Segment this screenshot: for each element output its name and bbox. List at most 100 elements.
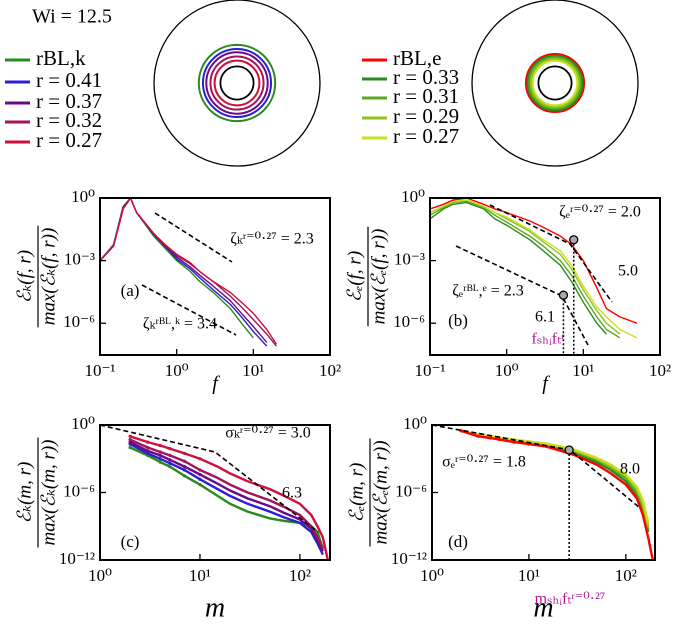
series-line: [430, 199, 638, 339]
inner-boundary: [219, 65, 255, 101]
legend-label: r = 0.27: [393, 124, 459, 148]
x-tick-label: 10⁻¹: [84, 361, 115, 380]
y-tick-label: 10⁻³: [64, 250, 95, 269]
outer-boundary: [153, 0, 321, 167]
slope-guide: [455, 245, 589, 346]
plot-frame: [429, 197, 661, 356]
series-line: [430, 199, 621, 335]
x-axis-label: f: [212, 373, 220, 395]
slope-guide: [141, 284, 237, 336]
series-line: [100, 198, 277, 345]
annotation: mₛₕᵢfₜʳ⁼⁰·²⁷: [535, 591, 606, 608]
panel-label: (c): [121, 532, 140, 551]
y-tick-label: 10⁻⁶: [393, 312, 425, 331]
plot-area: [100, 198, 277, 347]
annotation: fₛₕᵢfₜʳ: [531, 331, 565, 348]
ring: [205, 51, 269, 115]
plot-area: [128, 434, 329, 560]
y-axis-label: ℰₑ(f, r) max(ℰₑ(f, r)): [344, 226, 389, 327]
ring: [213, 59, 261, 107]
annotation: σₑʳ⁼⁰·²⁷ = 1.8: [442, 454, 526, 471]
annotation: ζₑʳᴮᴸ,ᵉ = 2.3: [452, 283, 523, 300]
x-axis-label: m: [533, 592, 553, 623]
chart-title: Wi = 12.5: [32, 6, 112, 28]
x-tick-label: 10²: [615, 566, 637, 585]
y-axis-label: ℰₖ(f, r) max(ℰₖ(f, r)): [14, 225, 59, 328]
x-tick-label: 10⁰: [88, 566, 112, 585]
y-tick-label: 10⁻³: [394, 250, 425, 269]
plot-frame: [99, 197, 331, 356]
y-tick-label: 10⁰: [71, 187, 95, 206]
annotation: 5.0: [618, 263, 638, 280]
x-tick-label: 10⁰: [420, 566, 444, 585]
shift-marker: [558, 290, 569, 300]
series-line: [129, 435, 329, 560]
legend-label: r = 0.41: [36, 68, 102, 92]
y-label-numerator: ℰₑ(f, r): [344, 251, 365, 302]
y-label-denominator: max(ℰₖ(f, r)): [38, 228, 59, 326]
x-tick-label: 10¹: [572, 361, 594, 380]
annotation: 6.3: [282, 485, 302, 502]
legend-label: r = 0.33: [393, 65, 459, 89]
y-label-numerator: ℰₖ(m, r): [14, 462, 35, 524]
legend-label: r = 0.31: [393, 84, 459, 108]
ring: [524, 52, 586, 114]
legend-label: r = 0.27: [36, 128, 102, 152]
ring: [531, 59, 579, 107]
series-line: [129, 443, 324, 556]
x-tick-label: 10¹: [518, 566, 540, 585]
ring: [209, 55, 265, 111]
annotation: ζₖʳ⁼⁰·²⁷ = 2.3: [230, 231, 314, 248]
shift-marker: [564, 445, 574, 455]
annotation: σₖʳ⁼⁰·²⁷ = 3.0: [225, 425, 311, 442]
y-axis-label: ℰₑ(m, r) max(ℰₑ(m, r)): [346, 438, 391, 547]
y-tick-label: 10⁰: [403, 414, 427, 433]
y-label-numerator: ℰₖ(f, r): [14, 250, 35, 303]
series-line: [430, 201, 607, 335]
x-tick-label: 10⁰: [165, 361, 189, 380]
ring: [529, 57, 581, 109]
legend-label: rBL,e: [393, 46, 441, 70]
y-tick-label: 10⁻⁶: [63, 312, 95, 331]
y-tick-label: 10⁻¹²: [59, 549, 95, 568]
legend-label: r = 0.29: [393, 104, 459, 128]
ring: [528, 56, 582, 110]
y-label-numerator: ℰₑ(m, r): [346, 463, 367, 523]
y-label-denominator: max(ℰₑ(f, r)): [368, 229, 389, 325]
y-label-denominator: max(ℰₖ(m, r)): [38, 439, 59, 545]
ring: [201, 47, 273, 119]
x-axis-label: f: [542, 373, 550, 395]
y-tick-label: 10⁻⁶: [395, 481, 427, 500]
series-line: [460, 429, 650, 524]
x-tick-label: 10¹: [242, 361, 264, 380]
ring: [197, 43, 277, 123]
ring: [526, 54, 584, 112]
y-axis-label: ℰₖ(m, r) max(ℰₖ(m, r)): [14, 437, 59, 548]
y-label-denominator: max(ℰₑ(m, r)): [370, 440, 391, 544]
annotation: ζₑʳ⁼⁰·²⁷ = 2.0: [559, 204, 641, 221]
y-tick-label: 10⁻⁶: [63, 481, 95, 500]
y-tick-label: 10⁻¹²: [391, 549, 427, 568]
series-line: [129, 441, 324, 552]
panel-label: (b): [448, 311, 468, 330]
inner-boundary: [537, 65, 573, 101]
series-line: [129, 438, 324, 550]
y-tick-label: 10⁰: [71, 414, 95, 433]
x-tick-label: 10⁰: [495, 361, 519, 380]
slope-guide: [489, 204, 613, 303]
outer-boundary: [471, 0, 639, 167]
x-tick-label: 10²: [319, 361, 341, 380]
x-tick-label: 10²: [289, 566, 311, 585]
annotation: 6.1: [535, 309, 555, 326]
x-tick-label: 10¹: [189, 566, 211, 585]
shift-marker: [569, 235, 579, 245]
slope-guide: [154, 212, 233, 263]
x-tick-label: 10²: [649, 361, 671, 380]
x-axis-label: m: [205, 592, 225, 623]
annotation: 8.0: [620, 461, 640, 478]
annotation: ζₖʳᴮᴸ,ᵏ = 3.4: [143, 316, 217, 333]
panel-label: (a): [121, 281, 140, 300]
y-tick-label: 10⁰: [401, 187, 425, 206]
panel-label: (d): [448, 532, 468, 551]
